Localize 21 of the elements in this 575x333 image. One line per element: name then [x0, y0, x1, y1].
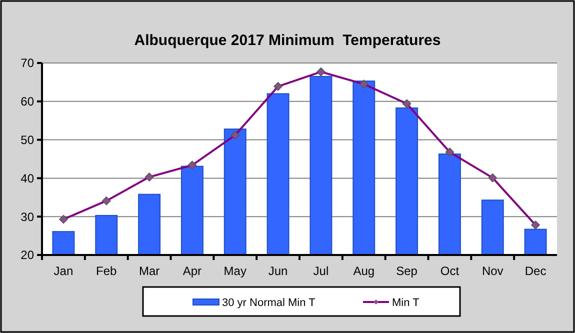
x-tick-label: Aug	[353, 264, 375, 278]
x-tick-label: Jan	[54, 264, 74, 278]
y-tick-label: 60	[20, 94, 34, 109]
legend-label: 30 yr Normal Min T	[222, 296, 316, 309]
x-tick-label: Feb	[96, 264, 118, 278]
x-tick-label: Jun	[268, 264, 288, 278]
y-tick-label: 40	[20, 171, 34, 186]
y-tick-label: 20	[20, 248, 34, 262]
y-tick-label: 30	[20, 210, 34, 224]
y-tick-label: 70	[20, 56, 34, 70]
x-tick-label: Mar	[138, 264, 160, 278]
x-tick-label: Nov	[482, 264, 504, 278]
x-tick-label: Jul	[313, 264, 329, 278]
y-tick-label: 50	[20, 133, 34, 147]
x-tick-label: Dec	[524, 264, 546, 278]
chart-title: Albuquerque 2017 Minimum Temperatures	[134, 32, 441, 49]
x-tick-label: Sep	[396, 264, 418, 278]
x-tick-label: May	[224, 264, 246, 278]
x-tick-label: Apr	[182, 264, 202, 278]
legend-label: Min T	[392, 296, 420, 309]
x-tick-label: Oct	[440, 264, 460, 278]
